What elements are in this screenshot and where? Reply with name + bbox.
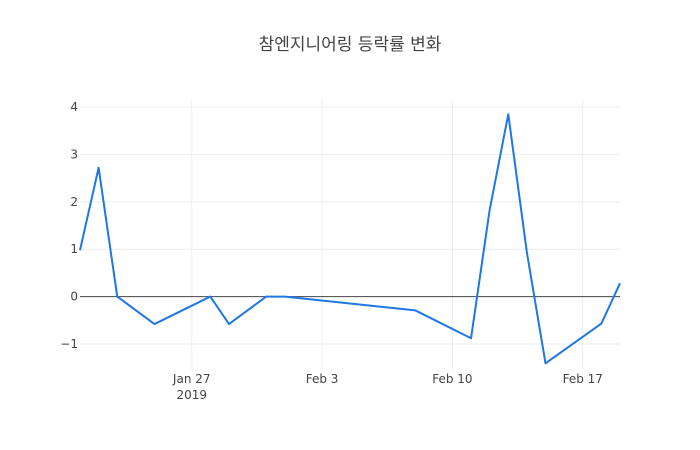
x-tick-label: Feb 10 — [432, 372, 472, 386]
x-tick-label: Feb 17 — [563, 372, 603, 386]
grid-layer — [80, 100, 620, 370]
x-tick-year-label: 2019 — [176, 388, 207, 402]
x-tick-label: Feb 3 — [306, 372, 339, 386]
y-tick-label: 3 — [70, 147, 78, 161]
y-tick-label: 1 — [70, 242, 78, 256]
y-tick-label: 2 — [70, 195, 78, 209]
axis-layer: −1 0 1 2 3 4 Jan 27 2019 Feb 3 Feb 10 Feb 17 — [60, 100, 620, 402]
series-line — [79, 113, 621, 365]
x-tick-label: Jan 27 — [172, 372, 211, 386]
y-tick-label: −1 — [60, 337, 78, 351]
y-tick-label: 4 — [70, 100, 78, 114]
chart-title: 참엔지니어링 등락률 변화 — [259, 35, 442, 55]
y-tick-label: 0 — [70, 290, 78, 304]
series-layer — [79, 113, 621, 365]
